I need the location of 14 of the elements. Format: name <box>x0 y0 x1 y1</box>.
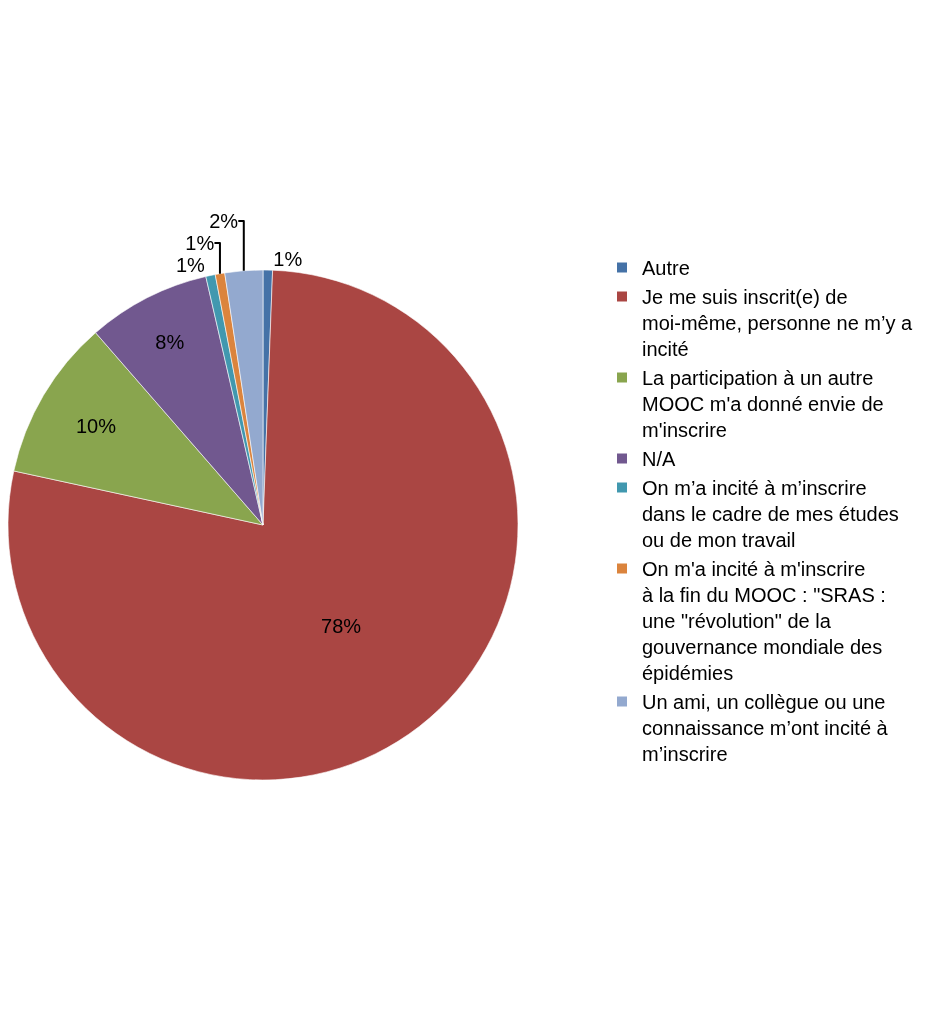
legend-label: On m’a incité à m’inscrire dans le cadre de mes études ou de mon travail <box>642 477 899 552</box>
data-label: 78% <box>321 614 362 637</box>
legend-label: On m'a incité à m'inscrire à la fin du MOOC : "SRAS : une "révolution" de la gouvernance mondiale des épidémies <box>642 558 886 685</box>
legend-label: Autre <box>642 257 690 280</box>
legend-label: N/A <box>642 448 676 471</box>
data-label: 2% <box>209 209 239 232</box>
data-label: 1% <box>273 248 303 271</box>
data-label: 1% <box>175 253 206 276</box>
data-label: 1% <box>185 231 215 254</box>
legend-label: Un ami, un collègue ou une connaissance m’ont incité à m’inscrire <box>642 691 889 766</box>
data-label: 10% <box>75 415 117 438</box>
legend-label: Je me suis inscrit(e) de moi-même, personne ne m’y a incité <box>642 286 913 361</box>
legend-label: La participation à un autre MOOC m'a donné envie de m'inscrire <box>642 367 884 442</box>
data-label: 8% <box>155 331 185 354</box>
